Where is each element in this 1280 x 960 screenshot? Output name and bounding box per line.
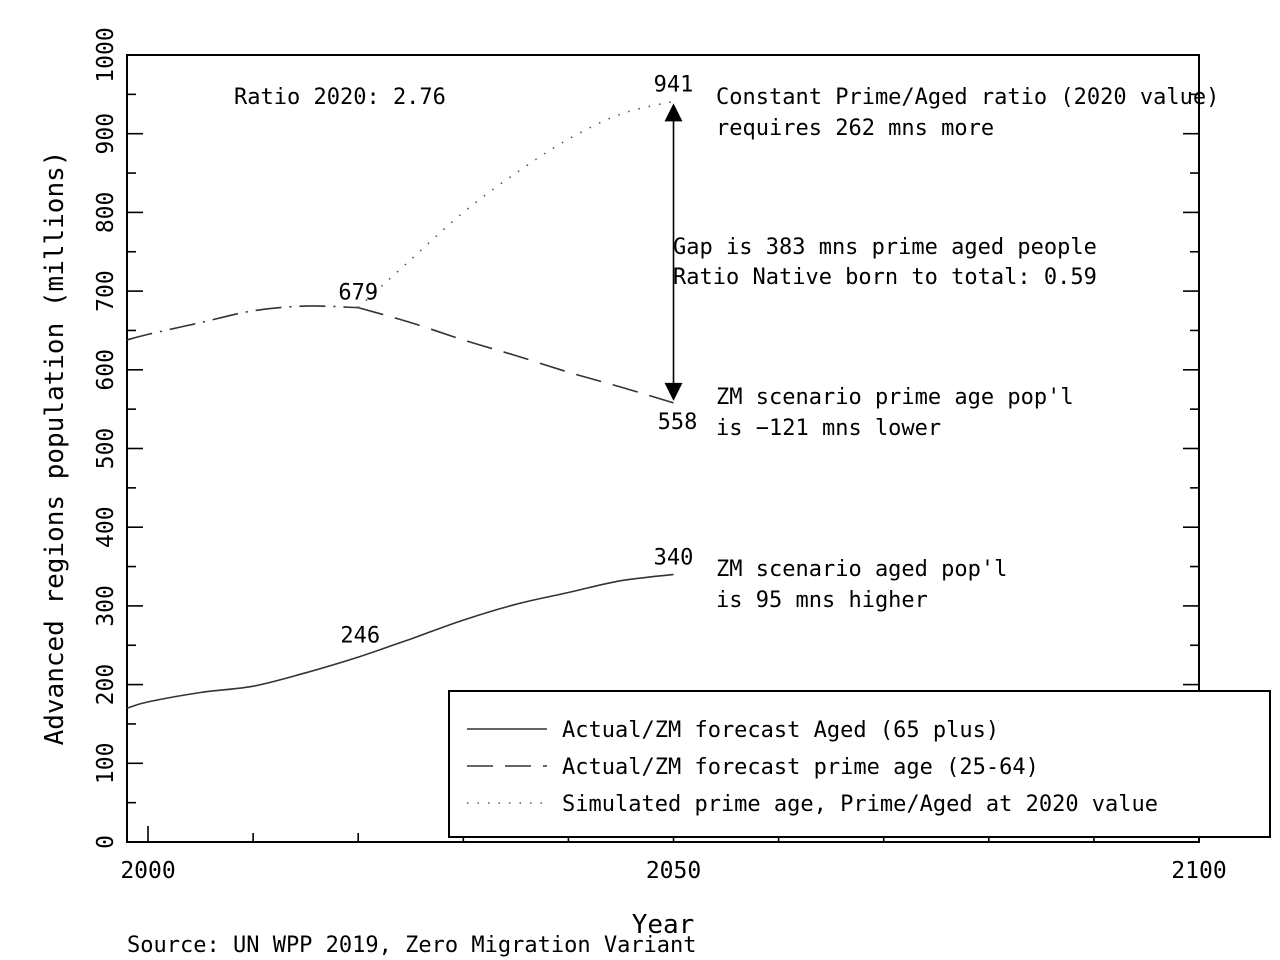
legend-label-simulated: Simulated prime age, Prime/Aged at 2020 … <box>562 792 1158 817</box>
x-tick-label: 2050 <box>646 858 701 884</box>
x-tick-labels: 2000 2050 2100 <box>120 858 1226 884</box>
annotation-constant-line2: requires 262 mns more <box>716 116 994 141</box>
y-tick-label: 200 <box>93 664 119 706</box>
source-note: Source: UN WPP 2019, Zero Migration Vari… <box>127 933 697 958</box>
point-label: 679 <box>338 281 378 306</box>
y-tick-label: 700 <box>93 270 119 312</box>
x-axis-label: Year <box>632 910 695 940</box>
gap-arrow-head-down <box>664 382 683 401</box>
gap-arrow <box>664 103 683 401</box>
series-line-prime-forecast <box>357 306 674 404</box>
point-labels: 246 679 941 558 340 <box>338 72 697 648</box>
y-axis-label: Advanced regions population (millions) <box>40 151 70 746</box>
legend: Actual/ZM forecast Aged (65 plus) Actual… <box>448 690 1271 838</box>
y-tick-label: 1000 <box>93 27 119 82</box>
annotation-gap-line1: Gap is 383 mns prime aged people <box>673 235 1097 260</box>
series-lines <box>126 100 674 709</box>
y-tick-label: 100 <box>93 743 119 785</box>
annotation-zm-aged-line1: ZM scenario aged pop'l <box>716 557 1007 582</box>
y-tick-label: 800 <box>93 192 119 234</box>
series-line-simulated <box>357 100 674 309</box>
y-tick-label: 900 <box>93 113 119 155</box>
annotation-gap-line2: Ratio Native born to total: 0.59 <box>673 265 1097 290</box>
y-tick-label: 400 <box>93 506 119 548</box>
legend-label-prime: Actual/ZM forecast prime age (25-64) <box>562 755 1039 780</box>
y-tick-label: 600 <box>93 349 119 391</box>
annotation-ratio: Ratio 2020: 2.76 <box>234 85 446 110</box>
series-line-aged <box>126 573 674 709</box>
annotation-zm-prime-line1: ZM scenario prime age pop'l <box>716 385 1074 410</box>
y-tick-label: 300 <box>93 585 119 627</box>
series-line-prime-history <box>126 305 359 341</box>
legend-box <box>448 690 1271 838</box>
gap-arrow-head-up <box>664 103 683 122</box>
y-tick-label: 500 <box>93 428 119 470</box>
point-label: 941 <box>654 72 694 97</box>
x-tick-label: 2100 <box>1171 858 1226 884</box>
point-label: 558 <box>658 410 698 435</box>
x-tick-label: 2000 <box>120 858 175 884</box>
legend-label-aged: Actual/ZM forecast Aged (65 plus) <box>562 718 999 743</box>
annotation-constant-line1: Constant Prime/Aged ratio (2020 value) <box>716 85 1219 110</box>
point-label: 340 <box>654 545 694 570</box>
y-tick-labels: 0 100 200 300 400 500 600 700 800 900 1000 <box>93 27 119 849</box>
point-label: 246 <box>340 623 380 648</box>
annotation-zm-aged-line2: is 95 mns higher <box>716 588 928 613</box>
annotation-zm-prime-line2: is −121 mns lower <box>716 416 941 441</box>
y-tick-label: 0 <box>93 835 119 849</box>
